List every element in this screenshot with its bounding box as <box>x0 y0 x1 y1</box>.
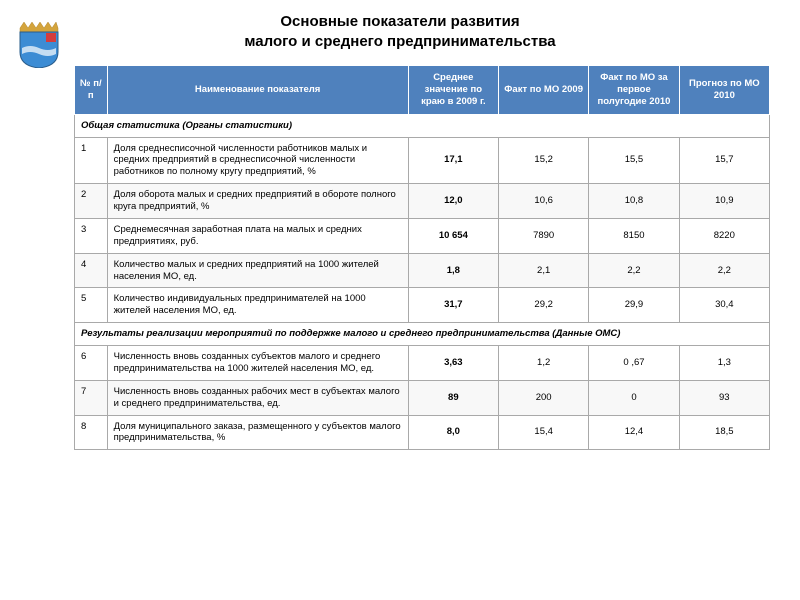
cell-f10: 0 <box>589 380 679 415</box>
section2-label: Результаты реализации мероприятий по под… <box>75 323 770 346</box>
page-title: Основные показатели развития малого и ср… <box>0 0 800 51</box>
cell-avg: 17,1 <box>408 137 498 184</box>
cell-f10: 15,5 <box>589 137 679 184</box>
cell-name: Среднемесячная заработная плата на малых… <box>107 218 408 253</box>
cell-num: 2 <box>75 184 108 219</box>
col-header-fact2010h1: Факт по МО за первое полугодие 2010 <box>589 66 679 115</box>
table-header-row: № п/п Наименование показателя Среднее зн… <box>75 66 770 115</box>
cell-p10: 1,3 <box>679 346 769 381</box>
title-line1: Основные показатели развития <box>280 13 519 30</box>
cell-num: 8 <box>75 415 108 450</box>
cell-f09: 200 <box>499 380 589 415</box>
indicators-table: № п/п Наименование показателя Среднее зн… <box>74 65 770 450</box>
col-header-avg: Среднее значение по краю в 2009 г. <box>408 66 498 115</box>
cell-p10: 93 <box>679 380 769 415</box>
table-row: 7 Численность вновь созданных рабочих ме… <box>75 380 770 415</box>
cell-p10: 15,7 <box>679 137 769 184</box>
col-header-forecast2010: Прогноз по МО 2010 <box>679 66 769 115</box>
table-row: 8 Доля муниципального заказа, размещенно… <box>75 415 770 450</box>
section-row: Общая статистика (Органы статистики) <box>75 114 770 137</box>
cell-avg: 3,63 <box>408 346 498 381</box>
section1-label: Общая статистика (Органы статистики) <box>75 114 770 137</box>
cell-avg: 10 654 <box>408 218 498 253</box>
cell-f10: 10,8 <box>589 184 679 219</box>
table-row: 5 Количество индивидуальных предпринимат… <box>75 288 770 323</box>
table-row: 2 Доля оборота малых и средних предприят… <box>75 184 770 219</box>
cell-name: Количество малых и средних предприятий н… <box>107 253 408 288</box>
cell-num: 1 <box>75 137 108 184</box>
cell-avg: 8,0 <box>408 415 498 450</box>
cell-p10: 10,9 <box>679 184 769 219</box>
cell-f09: 15,2 <box>499 137 589 184</box>
cell-f09: 7890 <box>499 218 589 253</box>
table-row: 4 Количество малых и средних предприятий… <box>75 253 770 288</box>
cell-p10: 2,2 <box>679 253 769 288</box>
cell-num: 5 <box>75 288 108 323</box>
title-line2: малого и среднего предпринимательства <box>244 33 555 50</box>
table-row: 3 Среднемесячная заработная плата на мал… <box>75 218 770 253</box>
cell-p10: 8220 <box>679 218 769 253</box>
cell-name: Численность вновь созданных субъектов ма… <box>107 346 408 381</box>
cell-avg: 31,7 <box>408 288 498 323</box>
section-row: Результаты реализации мероприятий по под… <box>75 323 770 346</box>
cell-name: Доля среднесписочной численности работни… <box>107 137 408 184</box>
cell-name: Доля оборота малых и средних предприятий… <box>107 184 408 219</box>
cell-f09: 2,1 <box>499 253 589 288</box>
cell-name: Количество индивидуальных предпринимател… <box>107 288 408 323</box>
cell-name: Доля муниципального заказа, размещенного… <box>107 415 408 450</box>
cell-name: Численность вновь созданных рабочих мест… <box>107 380 408 415</box>
table-row: 6 Численность вновь созданных субъектов … <box>75 346 770 381</box>
col-header-fact2009: Факт по МО 2009 <box>499 66 589 115</box>
cell-f09: 10,6 <box>499 184 589 219</box>
cell-f10: 29,9 <box>589 288 679 323</box>
cell-num: 3 <box>75 218 108 253</box>
cell-num: 4 <box>75 253 108 288</box>
cell-avg: 1,8 <box>408 253 498 288</box>
cell-p10: 18,5 <box>679 415 769 450</box>
cell-f10: 12,4 <box>589 415 679 450</box>
table-container: № п/п Наименование показателя Среднее зн… <box>74 65 770 450</box>
cell-f10: 0 ,67 <box>589 346 679 381</box>
cell-f09: 1,2 <box>499 346 589 381</box>
table-row: 1 Доля среднесписочной численности работ… <box>75 137 770 184</box>
cell-num: 7 <box>75 380 108 415</box>
cell-avg: 12,0 <box>408 184 498 219</box>
col-header-name: Наименование показателя <box>107 66 408 115</box>
cell-f09: 29,2 <box>499 288 589 323</box>
col-header-num: № п/п <box>75 66 108 115</box>
cell-f10: 2,2 <box>589 253 679 288</box>
emblem-image <box>18 20 60 68</box>
cell-num: 6 <box>75 346 108 381</box>
cell-f09: 15,4 <box>499 415 589 450</box>
cell-avg: 89 <box>408 380 498 415</box>
cell-f10: 8150 <box>589 218 679 253</box>
cell-p10: 30,4 <box>679 288 769 323</box>
